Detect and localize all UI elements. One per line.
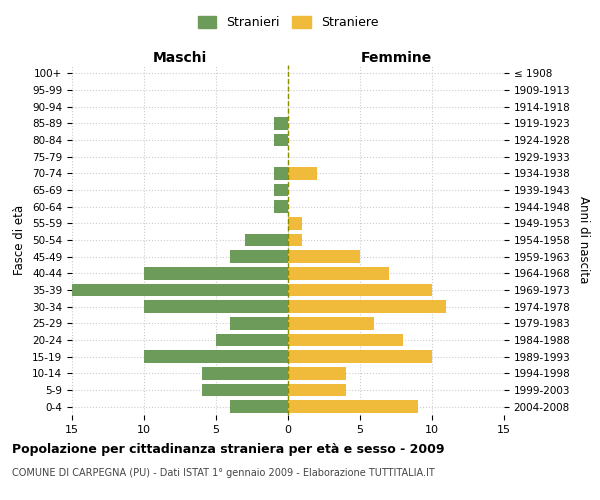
- Bar: [288, 334, 403, 346]
- Bar: [288, 267, 389, 280]
- Bar: [216, 334, 288, 346]
- Bar: [288, 300, 446, 313]
- Bar: [144, 300, 288, 313]
- Bar: [202, 384, 288, 396]
- Bar: [230, 250, 288, 263]
- Bar: [288, 234, 302, 246]
- Text: Femmine: Femmine: [361, 51, 431, 65]
- Bar: [274, 134, 288, 146]
- Bar: [230, 400, 288, 413]
- Bar: [274, 200, 288, 213]
- Bar: [202, 367, 288, 380]
- Bar: [288, 284, 432, 296]
- Bar: [288, 400, 418, 413]
- Text: Popolazione per cittadinanza straniera per età e sesso - 2009: Popolazione per cittadinanza straniera p…: [12, 442, 445, 456]
- Bar: [288, 367, 346, 380]
- Bar: [245, 234, 288, 246]
- Bar: [144, 350, 288, 363]
- Bar: [274, 184, 288, 196]
- Text: COMUNE DI CARPEGNA (PU) - Dati ISTAT 1° gennaio 2009 - Elaborazione TUTTITALIA.I: COMUNE DI CARPEGNA (PU) - Dati ISTAT 1° …: [12, 468, 435, 477]
- Bar: [288, 384, 346, 396]
- Y-axis label: Anni di nascita: Anni di nascita: [577, 196, 590, 284]
- Legend: Stranieri, Straniere: Stranieri, Straniere: [193, 11, 383, 34]
- Bar: [288, 217, 302, 230]
- Bar: [72, 284, 288, 296]
- Bar: [288, 350, 432, 363]
- Bar: [288, 167, 317, 179]
- Bar: [274, 167, 288, 179]
- Bar: [274, 117, 288, 130]
- Bar: [230, 317, 288, 330]
- Bar: [144, 267, 288, 280]
- Text: Maschi: Maschi: [153, 51, 207, 65]
- Bar: [288, 317, 374, 330]
- Y-axis label: Fasce di età: Fasce di età: [13, 205, 26, 275]
- Bar: [288, 250, 360, 263]
